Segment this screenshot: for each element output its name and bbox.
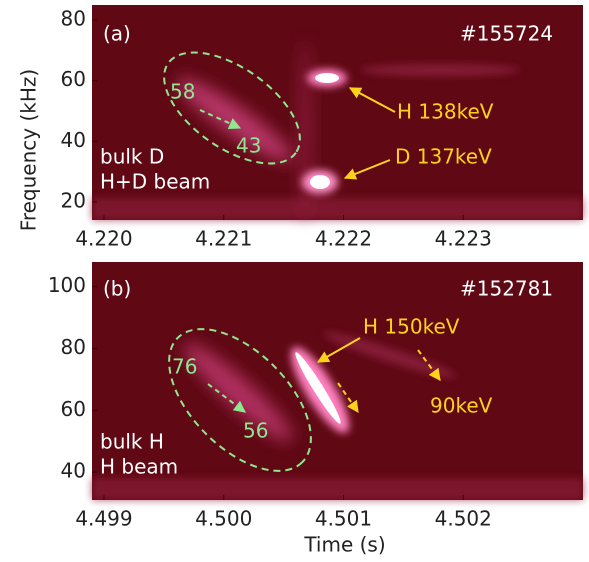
y-axis-label: Frequency (kHz) (17, 69, 41, 231)
x-tick-label: 4.501 (315, 507, 372, 531)
panel-b-spectrum (92, 328, 583, 500)
annotation: #152781 (460, 277, 553, 301)
annotation: H 138keV (397, 100, 494, 124)
x-tick-label: 4.500 (195, 507, 252, 531)
y-tick-label: 100 (48, 273, 86, 297)
annotation: 90keV (430, 394, 493, 418)
annotation: 56 (243, 419, 268, 443)
x-tick-label: 4.223 (435, 227, 492, 251)
annotation: bulk H (100, 430, 164, 454)
y-tick-label: 20 (61, 188, 86, 212)
annotation: H 150keV (363, 315, 460, 339)
y-tick-label: 60 (61, 397, 86, 421)
annotation: #155724 (460, 22, 553, 46)
panel-b-background (92, 262, 583, 500)
annotation: 58 (170, 80, 195, 104)
annotation: (a) (103, 22, 131, 46)
annotation: (b) (103, 277, 131, 301)
y-tick-label: 40 (61, 128, 86, 152)
x-axis-label: Time (s) (303, 533, 385, 557)
annotation: bulk D (100, 145, 164, 169)
y-tick-label: 80 (61, 7, 86, 31)
panel-a-spectrum (92, 40, 583, 220)
y-tick-label: 60 (61, 67, 86, 91)
annotation: 76 (172, 355, 197, 379)
annotation: H beam (100, 455, 178, 479)
x-tick-label: 4.499 (75, 507, 132, 531)
x-tick-label: 4.220 (75, 227, 132, 251)
x-tick-label: 4.502 (435, 507, 492, 531)
y-tick-label: 80 (61, 335, 86, 359)
y-tick-label: 40 (61, 459, 86, 483)
x-tick-label: 4.221 (195, 227, 252, 251)
x-tick-label: 4.222 (315, 227, 372, 251)
annotation: H+D beam (100, 170, 210, 194)
annotation: D 137keV (395, 145, 492, 169)
annotation: 43 (236, 134, 261, 158)
